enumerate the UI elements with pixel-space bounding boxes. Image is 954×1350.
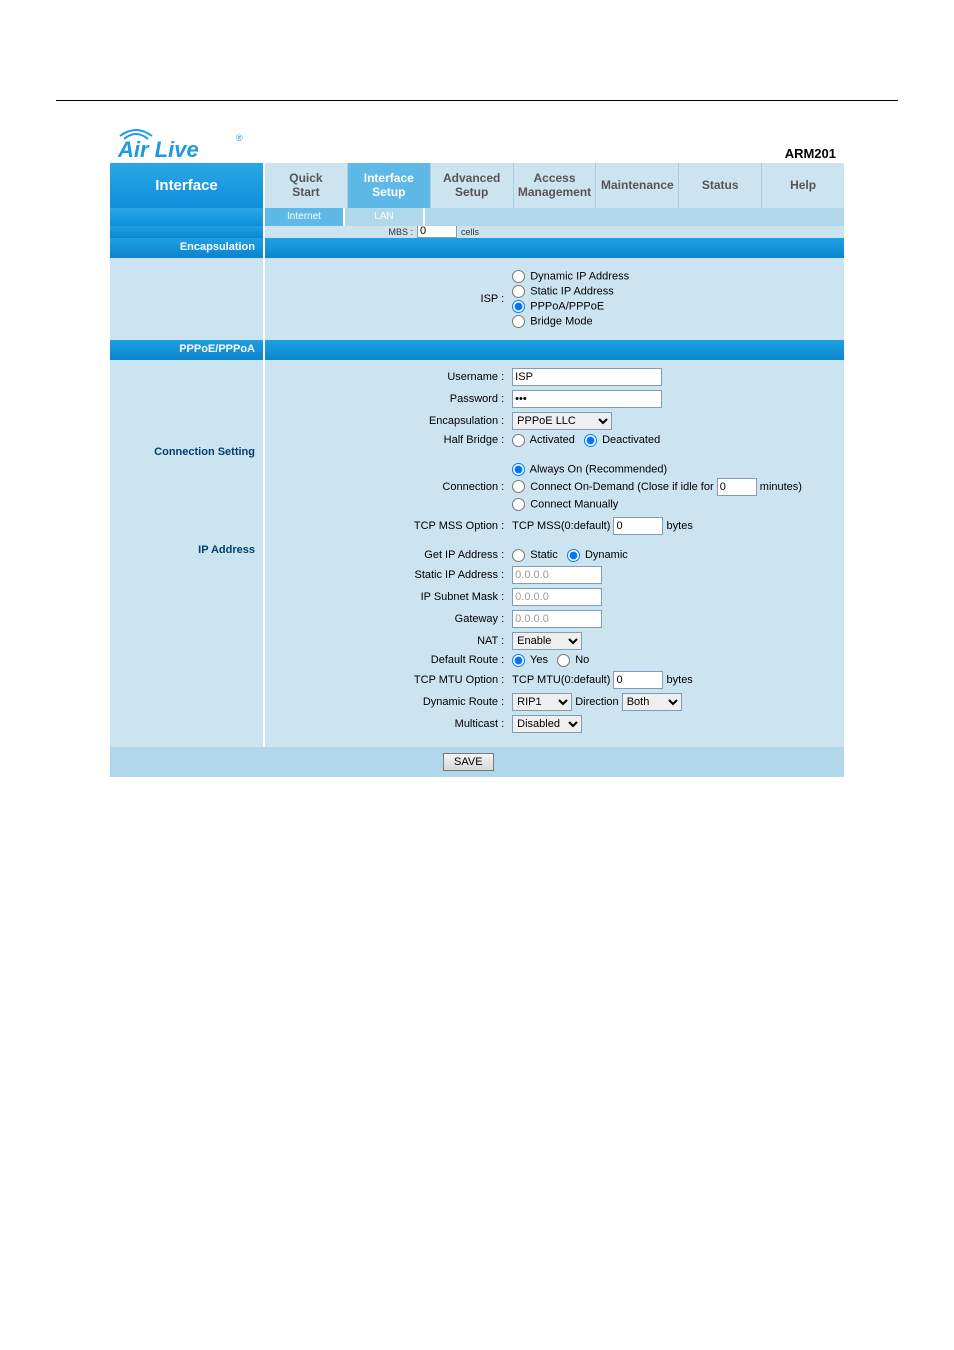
gateway-label: Gateway : [265,608,508,630]
nav-advanced-setup[interactable]: Advanced Setup [430,163,513,208]
nav-quick-start[interactable]: Quick Start [265,163,347,208]
get-ip-static[interactable]: Static [512,549,558,561]
mbs-label: MBS : [269,227,417,237]
isp-label: ISP : [265,266,508,332]
username-label: Username : [265,366,508,388]
conn-manually[interactable]: Connect Manually [512,498,840,511]
nav-status[interactable]: Status [678,163,761,208]
nav-interface-setup[interactable]: Interface Setup [347,163,430,208]
pppoe-form: Username : Password : Encapsulation : PP… [265,366,844,735]
subnav-internet[interactable]: Internet [265,208,345,226]
main-nav: Interface Quick Start Interface Setup Ad… [110,163,844,208]
multicast-label: Multicast : [265,713,508,735]
save-row: SAVE [110,747,844,777]
subnet-label: IP Subnet Mask : [265,586,508,608]
svg-text:®: ® [236,133,243,143]
password-label: Password : [265,388,508,410]
subnav-lan[interactable]: LAN [345,208,425,226]
nav-maintenance[interactable]: Maintenance [595,163,678,208]
mbs-row: MBS : cells [110,226,844,238]
section-pppoe: PPPoE/PPPoA [110,340,263,358]
brand-logo: Air Live ® [118,127,248,161]
dynamic-route-select[interactable]: RIP1 [512,693,572,711]
idle-minutes-input[interactable] [717,478,757,496]
nav-help[interactable]: Help [761,163,844,208]
static-ip-input[interactable] [512,566,602,584]
nat-label: NAT : [265,630,508,652]
top-rule [56,100,898,101]
svg-text:Air Live: Air Live [118,137,199,161]
page-title: Interface [110,163,265,208]
connection-label: Connection : [265,459,508,515]
mbs-unit: cells [461,227,479,237]
tcp-mss-label: TCP MSS Option : [265,515,508,537]
mbs-input[interactable] [417,226,457,238]
tcp-mss-input[interactable] [613,517,663,535]
sub-nav: Internet LAN [110,208,844,226]
isp-dynamic-option[interactable]: Dynamic IP Address [512,270,840,283]
half-bridge-activated[interactable]: Activated [512,434,575,446]
conn-always-on[interactable]: Always On (Recommended) [512,463,840,476]
get-ip-dynamic[interactable]: Dynamic [567,549,628,561]
section-ip-address: IP Address [110,538,263,556]
tcp-mtu-label: TCP MTU Option : [265,669,508,691]
section-connection-setting: Connection Setting [110,440,263,458]
tcp-mtu-input[interactable] [613,671,663,689]
airlive-logo-icon: Air Live ® [118,127,248,161]
header: Air Live ® ARM201 [110,121,844,163]
isp-form: ISP : Dynamic IP Address Static IP Addre… [265,266,844,332]
isp-static-option[interactable]: Static IP Address [512,285,840,298]
direction-select[interactable]: Both [622,693,682,711]
subnet-input[interactable] [512,588,602,606]
get-ip-label: Get IP Address : [265,547,508,564]
default-route-no[interactable]: No [557,654,589,666]
section-encapsulation: Encapsulation [110,238,263,256]
half-bridge-deactivated[interactable]: Deactivated [584,434,660,446]
encap-label: Encapsulation : [265,410,508,432]
default-route-label: Default Route : [265,652,508,669]
default-route-yes[interactable]: Yes [512,654,548,666]
nat-select[interactable]: Enable [512,632,582,650]
multicast-select[interactable]: Disabled [512,715,582,733]
save-button[interactable]: SAVE [443,753,494,771]
conn-on-demand[interactable]: Connect On-Demand (Close if idle for min… [512,478,840,496]
page: Air Live ® ARM201 Interface Quick Start … [0,0,954,777]
isp-pppoa-option[interactable]: PPPoA/PPPoE [512,300,840,313]
nav-access-management[interactable]: Access Management [513,163,596,208]
dynamic-route-label: Dynamic Route : [265,691,508,713]
username-input[interactable] [512,368,662,386]
model-label: ARM201 [785,146,836,161]
static-ip-label: Static IP Address : [265,564,508,586]
half-bridge-label: Half Bridge : [265,432,508,449]
password-input[interactable] [512,390,662,408]
gateway-input[interactable] [512,610,602,628]
device-panel: Air Live ® ARM201 Interface Quick Start … [110,121,844,777]
isp-bridge-option[interactable]: Bridge Mode [512,315,840,328]
encap-select[interactable]: PPPoE LLC [512,412,612,430]
